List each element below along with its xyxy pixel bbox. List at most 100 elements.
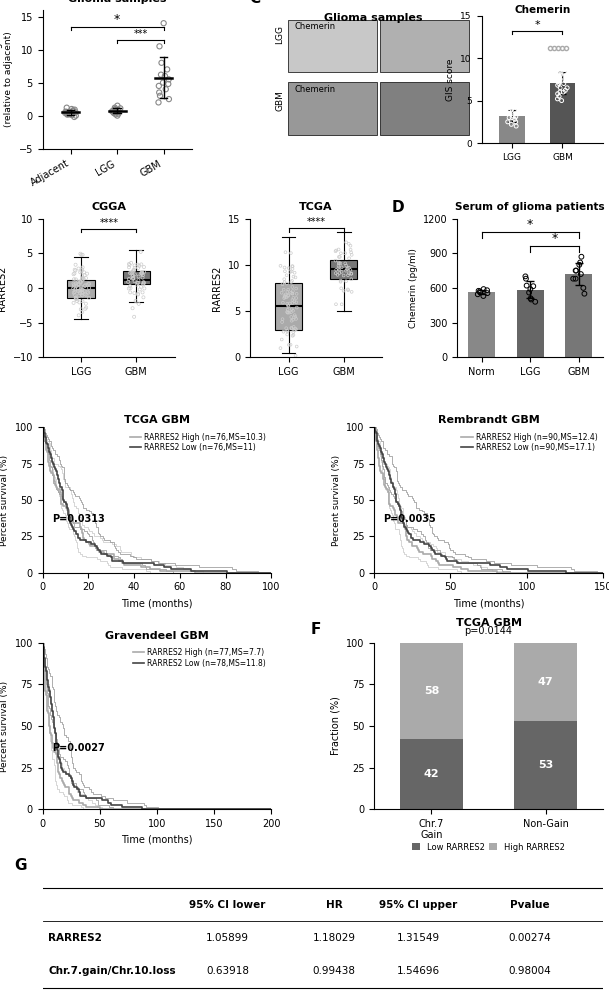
RARRES2 Low (n=78,MS=11.8)	[51, 722, 58, 734]
Point	[286, 337, 295, 353]
Text: Pvalue: Pvalue	[510, 900, 550, 910]
Point	[283, 302, 292, 318]
Point	[283, 323, 292, 339]
Text: 1.05899: 1.05899	[206, 933, 249, 943]
Point	[283, 288, 293, 304]
Point	[347, 271, 356, 287]
Point	[60, 105, 70, 121]
Text: G: G	[15, 858, 27, 873]
Text: LGG: LGG	[275, 25, 284, 44]
Point	[342, 261, 352, 277]
Point	[331, 253, 340, 269]
Point	[138, 270, 147, 286]
Point	[286, 285, 296, 301]
RARRES2 Low (n=78,MS=11.8)	[49, 709, 57, 721]
Text: 0.63918: 0.63918	[206, 966, 249, 976]
Text: GBM: GBM	[275, 90, 284, 111]
Point	[133, 260, 143, 276]
Point	[78, 259, 88, 275]
Point	[282, 323, 292, 339]
Point	[74, 283, 84, 299]
Point	[337, 259, 347, 275]
Point	[78, 282, 88, 298]
Point	[82, 287, 91, 303]
Point	[291, 294, 301, 310]
Point	[343, 282, 353, 298]
Point	[334, 262, 344, 278]
Point	[280, 271, 289, 287]
Point	[290, 307, 300, 323]
Point	[574, 257, 584, 273]
Point	[333, 260, 343, 276]
Point	[287, 258, 297, 274]
RARRES2 High (n=90,MS=12.4)	[384, 484, 392, 496]
RARRES2 Low (n=76,MS=11)	[72, 527, 79, 539]
Point	[80, 301, 90, 317]
RARRES2 Low (n=76,MS=11)	[54, 469, 61, 481]
Point	[341, 273, 351, 289]
Point	[347, 266, 356, 282]
RARRES2 High (n=90,MS=12.4)	[599, 567, 607, 579]
Text: Glioma samples: Glioma samples	[324, 13, 423, 23]
Point	[160, 68, 170, 84]
Point	[521, 268, 530, 284]
Point	[288, 303, 298, 319]
Point	[63, 107, 72, 123]
Point	[76, 278, 86, 294]
Point	[77, 272, 87, 288]
Point	[137, 264, 147, 280]
RARRES2 High (n=90,MS=12.4)	[402, 527, 409, 539]
Point	[580, 286, 590, 302]
Point	[337, 296, 347, 312]
Bar	[380, 20, 468, 72]
Point	[130, 257, 139, 273]
Point	[281, 244, 290, 260]
Bar	[380, 82, 468, 135]
Point	[292, 286, 301, 302]
Point	[331, 242, 341, 258]
Point	[337, 264, 347, 280]
Point	[84, 280, 94, 296]
Point	[78, 285, 88, 301]
Point	[276, 258, 286, 274]
Point	[287, 292, 297, 308]
Point	[136, 279, 146, 295]
Legend: RARRES2 High (n=77,MS=7.7), RARRES2 Low (n=78,MS=11.8): RARRES2 High (n=77,MS=7.7), RARRES2 Low …	[131, 647, 267, 669]
Point	[111, 106, 121, 122]
Point	[278, 324, 288, 340]
Text: 0.00274: 0.00274	[509, 933, 551, 943]
Point	[482, 282, 492, 298]
Point	[125, 265, 135, 281]
Y-axis label: Chemerin (pg/ml): Chemerin (pg/ml)	[409, 248, 418, 328]
RARRES2 Low (n=76,MS=11)	[60, 496, 68, 508]
Point	[133, 287, 143, 303]
RARRES2 Low (n=90,MS=17.1)	[392, 496, 400, 508]
RARRES2 High (n=76,MS=10.3)	[57, 496, 65, 508]
Point	[340, 255, 350, 271]
Point	[130, 285, 139, 301]
Point	[577, 249, 586, 265]
Point	[343, 281, 353, 297]
Point	[79, 271, 88, 287]
Point	[67, 107, 77, 123]
Point	[76, 274, 85, 290]
Point	[71, 257, 80, 273]
Point	[139, 289, 149, 305]
Point	[132, 277, 142, 293]
Point	[131, 293, 141, 309]
Point	[69, 279, 79, 295]
Point	[281, 320, 291, 336]
Y-axis label: Percent survival (%): Percent survival (%)	[0, 454, 9, 546]
Point	[153, 94, 163, 110]
Point	[71, 291, 80, 307]
Point	[283, 326, 292, 342]
Point	[282, 267, 292, 283]
Point	[339, 283, 348, 299]
Point	[289, 319, 298, 335]
Point	[162, 61, 172, 77]
Point	[521, 271, 531, 287]
Point	[81, 300, 91, 316]
Point	[124, 259, 134, 275]
Point	[62, 100, 72, 116]
Point	[129, 309, 139, 325]
